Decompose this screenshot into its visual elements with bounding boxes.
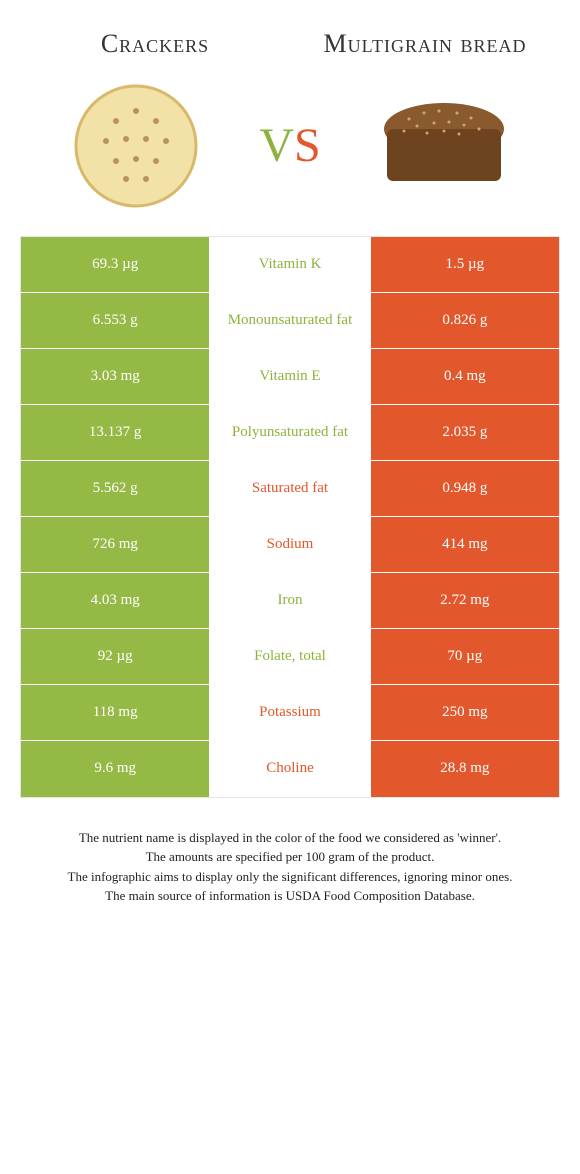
left-value-cell: 13.137 g <box>21 405 209 460</box>
table-row: 9.6 mgCholine28.8 mg <box>21 741 559 797</box>
right-value-cell: 2.72 mg <box>371 573 559 628</box>
table-row: 6.553 gMonounsaturated fat0.826 g <box>21 293 559 349</box>
right-value-cell: 0.4 mg <box>371 349 559 404</box>
table-row: 3.03 mgVitamin E0.4 mg <box>21 349 559 405</box>
vs-label: VS <box>251 122 328 170</box>
nutrient-name-cell: Sodium <box>209 517 370 572</box>
footer-line-2: The amounts are specified per 100 gram o… <box>30 847 550 867</box>
nutrient-name-cell: Vitamin E <box>209 349 370 404</box>
left-value-cell: 3.03 mg <box>21 349 209 404</box>
vs-v: V <box>259 119 294 172</box>
images-row: VS <box>20 81 560 211</box>
nutrient-name-cell: Saturated fat <box>209 461 370 516</box>
left-value-cell: 69.3 µg <box>21 237 209 292</box>
right-food-image <box>329 81 560 211</box>
left-value-cell: 4.03 mg <box>21 573 209 628</box>
left-value-cell: 726 mg <box>21 517 209 572</box>
left-value-cell: 5.562 g <box>21 461 209 516</box>
nutrient-name-cell: Folate, total <box>209 629 370 684</box>
table-row: 5.562 gSaturated fat0.948 g <box>21 461 559 517</box>
table-row: 118 mgPotassium250 mg <box>21 685 559 741</box>
table-row: 4.03 mgIron2.72 mg <box>21 573 559 629</box>
right-value-cell: 28.8 mg <box>371 741 559 797</box>
right-food-title: Multigrain bread <box>290 30 560 59</box>
header-titles: Crackers Multigrain bread <box>20 30 560 71</box>
vs-s: S <box>294 119 321 172</box>
right-value-cell: 414 mg <box>371 517 559 572</box>
nutrient-name-cell: Vitamin K <box>209 237 370 292</box>
footer-line-1: The nutrient name is displayed in the co… <box>30 828 550 848</box>
right-value-cell: 1.5 µg <box>371 237 559 292</box>
left-food-title: Crackers <box>20 30 290 59</box>
right-value-cell: 250 mg <box>371 685 559 740</box>
footer-notes: The nutrient name is displayed in the co… <box>20 828 560 906</box>
nutrient-name-cell: Choline <box>209 741 370 797</box>
right-value-cell: 0.948 g <box>371 461 559 516</box>
bread-icon <box>369 91 519 201</box>
table-row: 92 µgFolate, total70 µg <box>21 629 559 685</box>
nutrient-name-cell: Iron <box>209 573 370 628</box>
nutrient-name-cell: Potassium <box>209 685 370 740</box>
nutrient-name-cell: Polyunsaturated fat <box>209 405 370 460</box>
table-row: 13.137 gPolyunsaturated fat2.035 g <box>21 405 559 461</box>
left-food-col: Crackers <box>20 30 290 71</box>
left-food-image <box>20 81 251 211</box>
left-value-cell: 9.6 mg <box>21 741 209 797</box>
right-value-cell: 2.035 g <box>371 405 559 460</box>
footer-line-3: The infographic aims to display only the… <box>30 867 550 887</box>
infographic-container: Crackers Multigrain bread <box>0 0 580 926</box>
nutrient-table: 69.3 µgVitamin K1.5 µg6.553 gMonounsatur… <box>20 236 560 798</box>
right-food-col: Multigrain bread <box>290 30 560 71</box>
right-value-cell: 0.826 g <box>371 293 559 348</box>
nutrient-name-cell: Monounsaturated fat <box>209 293 370 348</box>
table-row: 69.3 µgVitamin K1.5 µg <box>21 237 559 293</box>
left-value-cell: 92 µg <box>21 629 209 684</box>
left-value-cell: 118 mg <box>21 685 209 740</box>
left-value-cell: 6.553 g <box>21 293 209 348</box>
cracker-icon <box>71 81 201 211</box>
right-value-cell: 70 µg <box>371 629 559 684</box>
table-row: 726 mgSodium414 mg <box>21 517 559 573</box>
footer-line-4: The main source of information is USDA F… <box>30 886 550 906</box>
